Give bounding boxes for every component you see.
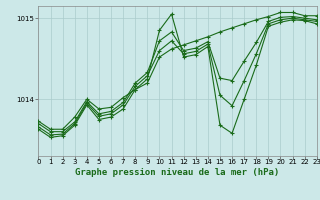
X-axis label: Graphe pression niveau de la mer (hPa): Graphe pression niveau de la mer (hPa) bbox=[76, 168, 280, 177]
